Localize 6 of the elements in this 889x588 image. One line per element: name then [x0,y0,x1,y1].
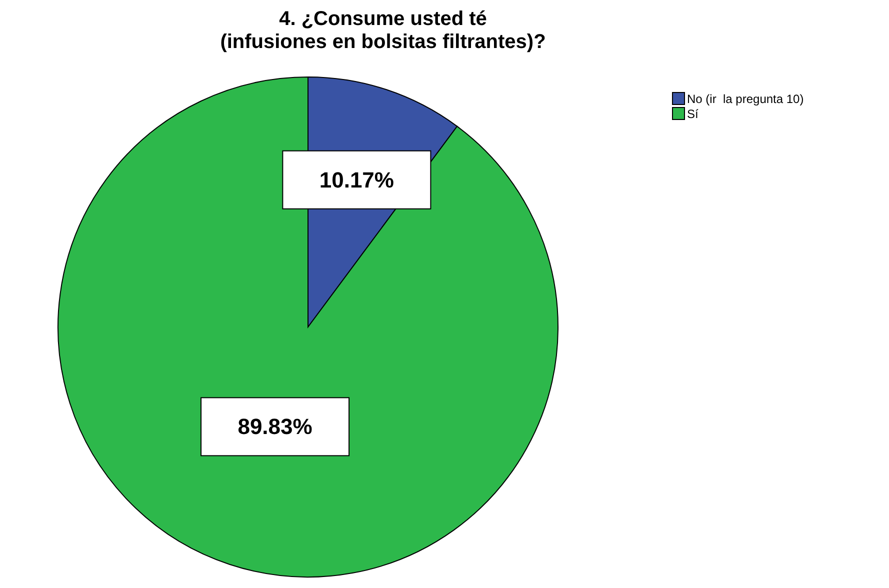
data-label: 10.17% [319,167,394,192]
chart-title: 4. ¿Consume usted té (infusiones en bolsitas filtrantes)? [219,8,547,54]
data-label: 89.83% [238,414,312,440]
pie-slice [58,76,558,578]
legend-label: Sí [687,106,698,120]
legend-label: No (ir la pregunta 10) [687,92,804,106]
